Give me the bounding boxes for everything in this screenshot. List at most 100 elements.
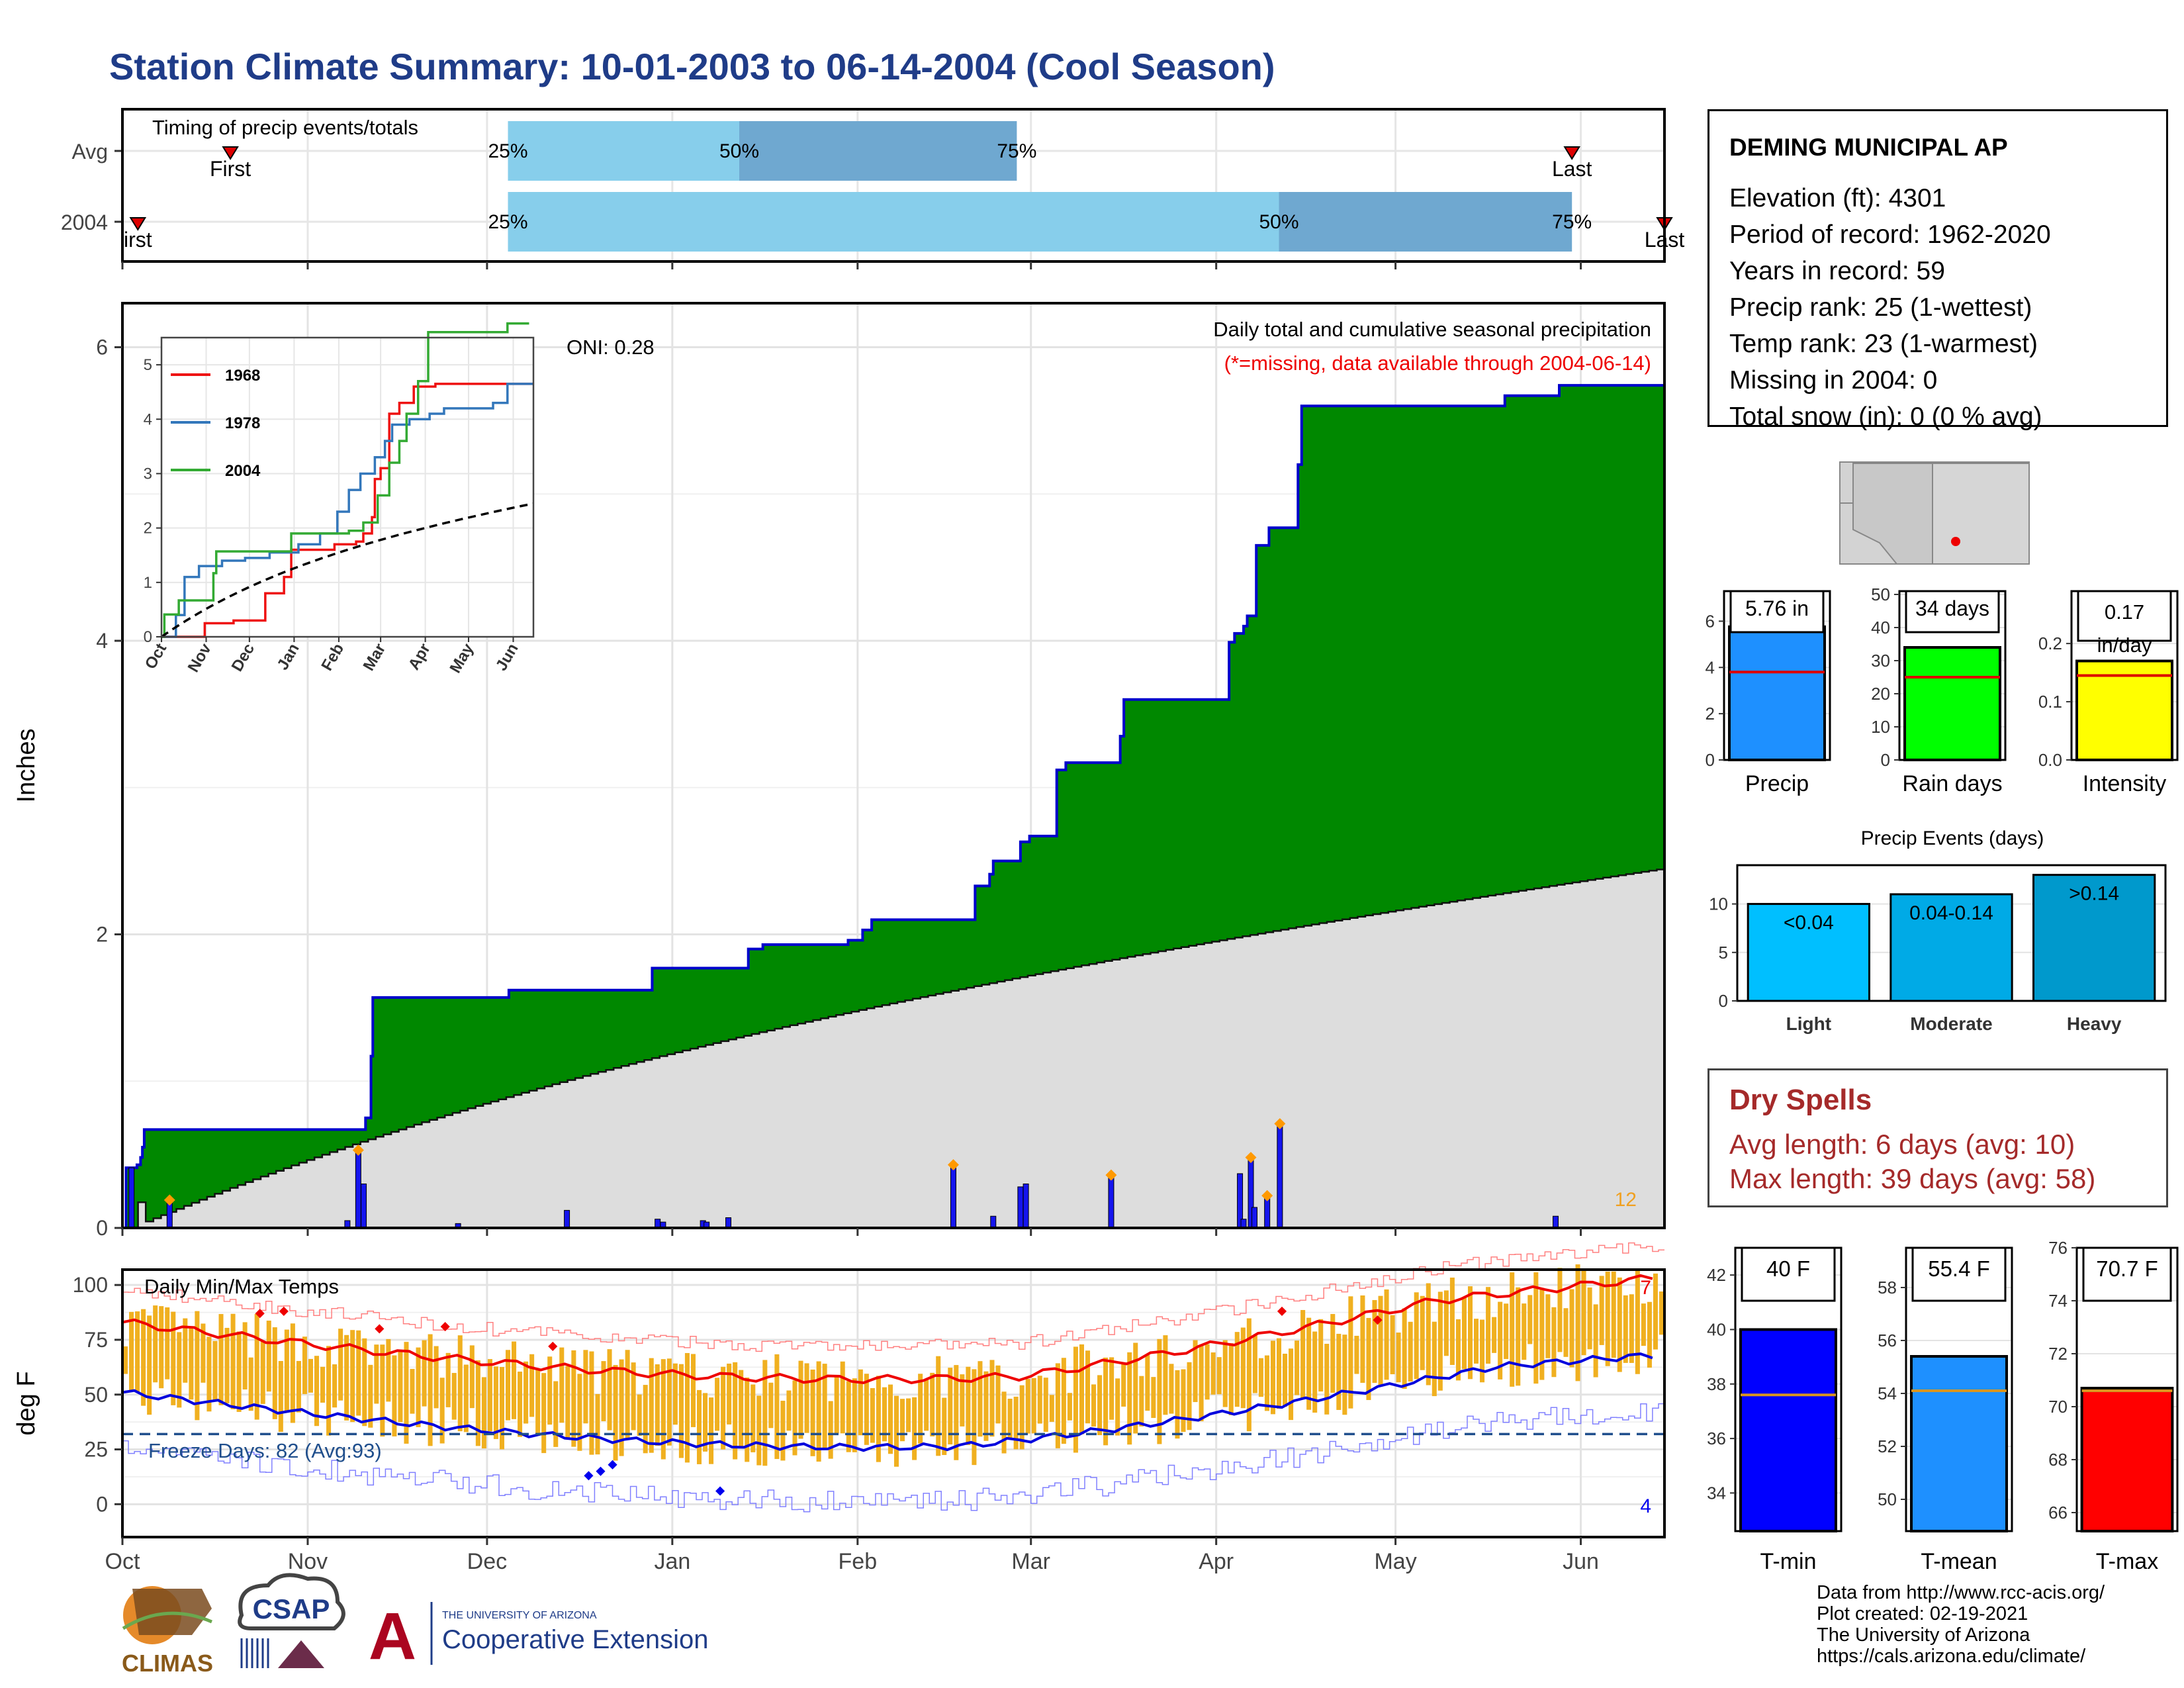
- temp-daily-bar: [912, 1397, 917, 1460]
- precip-event-diamond: [352, 1144, 364, 1156]
- dry-spells-title: Dry Spells: [1729, 1084, 1872, 1116]
- precip-small-value-box: [2077, 590, 2172, 642]
- temp-daily-bar: [272, 1327, 277, 1419]
- temp-daily-bar: [254, 1313, 259, 1420]
- temp-daily-bar: [745, 1377, 750, 1462]
- precip-y-tick-label: 4: [96, 629, 108, 653]
- temp-daily-bar: [1157, 1338, 1162, 1444]
- temp-daily-bar: [1593, 1304, 1598, 1378]
- precip-small-1-y-tick-label: 10: [1871, 717, 1890, 737]
- temp-daily-bar: [1085, 1350, 1091, 1424]
- temp-daily-bar: [529, 1354, 535, 1417]
- temp-daily-bar: [846, 1381, 851, 1452]
- temp-daily-bar: [1545, 1294, 1551, 1358]
- temp-daily-bar: [1252, 1335, 1257, 1393]
- events-bar-label: >0.14: [2069, 883, 2119, 905]
- precip-small-0-y-tick-label: 6: [1706, 611, 1715, 631]
- temp-daily-bar: [1461, 1297, 1467, 1370]
- inset-legend-label: 1968: [225, 367, 260, 385]
- timing-first-marker: [129, 217, 147, 231]
- temp-daily-bar: [810, 1369, 815, 1456]
- temp-daily-bar: [1360, 1295, 1365, 1383]
- temp-daily-bar: [739, 1370, 744, 1448]
- temp-daily-bar: [1289, 1348, 1294, 1421]
- temps-x-tick-label: Apr: [1199, 1549, 1234, 1574]
- temp-daily-bar: [672, 1363, 678, 1425]
- precip-small-2-y-tick-label: 0.2: [2038, 633, 2062, 653]
- inset-y-tick-label: 4: [144, 410, 152, 428]
- precip-daily-bar: [128, 1167, 135, 1229]
- temp-daily-bar: [577, 1374, 582, 1451]
- temp-daily-bar: [1007, 1398, 1013, 1439]
- temp-daily-bar: [966, 1366, 971, 1445]
- temp-daily-bar: [858, 1369, 863, 1436]
- timing-first-marker: [222, 146, 239, 160]
- temps-y-tick-label: 0: [96, 1492, 108, 1516]
- temps-x-tick-label: Nov: [288, 1549, 328, 1574]
- temp-daily-bar: [212, 1340, 218, 1401]
- precip-subtitle: (*=missing, data available through 2004-…: [1224, 352, 1651, 375]
- temp-daily-bar: [631, 1362, 636, 1430]
- temp-daily-bar: [828, 1401, 833, 1459]
- temp-daily-bar: [792, 1380, 797, 1456]
- timing-first-label: First: [210, 157, 251, 181]
- temp-daily-bar: [1402, 1308, 1407, 1389]
- temp-daily-bar: [1420, 1295, 1425, 1370]
- temp-daily-bar: [260, 1340, 265, 1404]
- temp-daily-bar: [864, 1374, 869, 1445]
- temp-daily-bar: [804, 1363, 809, 1433]
- timing-bar-2004-q25-q50: [508, 192, 1279, 252]
- temp-daily-bar: [159, 1306, 164, 1389]
- freeze-days-label: Freeze Days: 82 (Avg:93): [148, 1439, 382, 1462]
- events-bar-label: <0.04: [1784, 912, 1834, 934]
- precip-small-1-y-tick-label: 20: [1871, 684, 1890, 704]
- credit-date: Plot created: 02-19-2021: [1817, 1603, 2028, 1624]
- station-info-box: DEMING MUNICIPAL AP Elevation (ft): 4301…: [1707, 109, 2168, 431]
- temp-daily-bar: [1324, 1344, 1330, 1415]
- temp-small-value: 40 F: [1766, 1256, 1810, 1281]
- timing-title: Timing of precip events/totals: [152, 116, 418, 139]
- temp-daily-bar: [774, 1354, 780, 1460]
- timing-bar-Avg-q50-q75: [739, 121, 1017, 181]
- temp-daily-bar: [1557, 1268, 1563, 1352]
- temp-daily-bar: [1527, 1295, 1533, 1344]
- temp-daily-bar: [1635, 1268, 1640, 1374]
- temp-y-tick-label: 68: [2048, 1450, 2068, 1470]
- temp-daily-bar: [989, 1360, 995, 1437]
- precip-small-2-y-tick-label: 0.1: [2038, 692, 2062, 712]
- temp-daily-bar: [230, 1313, 236, 1409]
- page-title: Station Climate Summary: 10-01-2003 to 0…: [109, 46, 1275, 87]
- tmin-average-line: [122, 1352, 1653, 1452]
- temp-daily-bar: [882, 1387, 887, 1442]
- temp-daily-bar: [978, 1361, 983, 1437]
- temp-daily-bar: [1617, 1277, 1622, 1372]
- temp-daily-bar: [1372, 1299, 1377, 1383]
- temps-x-tick-label: May: [1374, 1549, 1416, 1574]
- temp-daily-bar: [1055, 1363, 1060, 1448]
- temp-daily-bar: [1474, 1319, 1479, 1364]
- inset-y-tick-label: 2: [144, 520, 152, 538]
- temp-daily-bar: [1539, 1288, 1545, 1380]
- state-map: [1839, 461, 2030, 565]
- temp-daily-bar: [589, 1351, 594, 1455]
- precip-daily-bar: [1553, 1215, 1559, 1229]
- precip-event-diamond: [947, 1159, 959, 1171]
- temp-daily-bar: [1001, 1391, 1007, 1454]
- temp-daily-bar: [948, 1368, 953, 1445]
- precip-frame: [121, 302, 1666, 1229]
- temp-daily-bar: [1175, 1370, 1180, 1439]
- precip-daily-bar: [1277, 1123, 1283, 1229]
- temp-daily-bar: [972, 1369, 977, 1466]
- temp-daily-bar: [314, 1356, 320, 1427]
- temps-y-tick-label: 100: [73, 1273, 108, 1297]
- events-bar-heavy: [2032, 874, 2156, 1002]
- temp-daily-bar: [1467, 1286, 1473, 1380]
- temp-daily-bar: [684, 1352, 690, 1463]
- temp-daily-bar: [1390, 1315, 1395, 1375]
- temp-y-tick-label: 50: [1878, 1489, 1897, 1509]
- temp-daily-bar: [756, 1395, 762, 1466]
- temps-count-max: 7: [1640, 1277, 1651, 1299]
- temps-x-tick-label: Dec: [467, 1549, 507, 1574]
- temp-daily-bar: [601, 1361, 606, 1421]
